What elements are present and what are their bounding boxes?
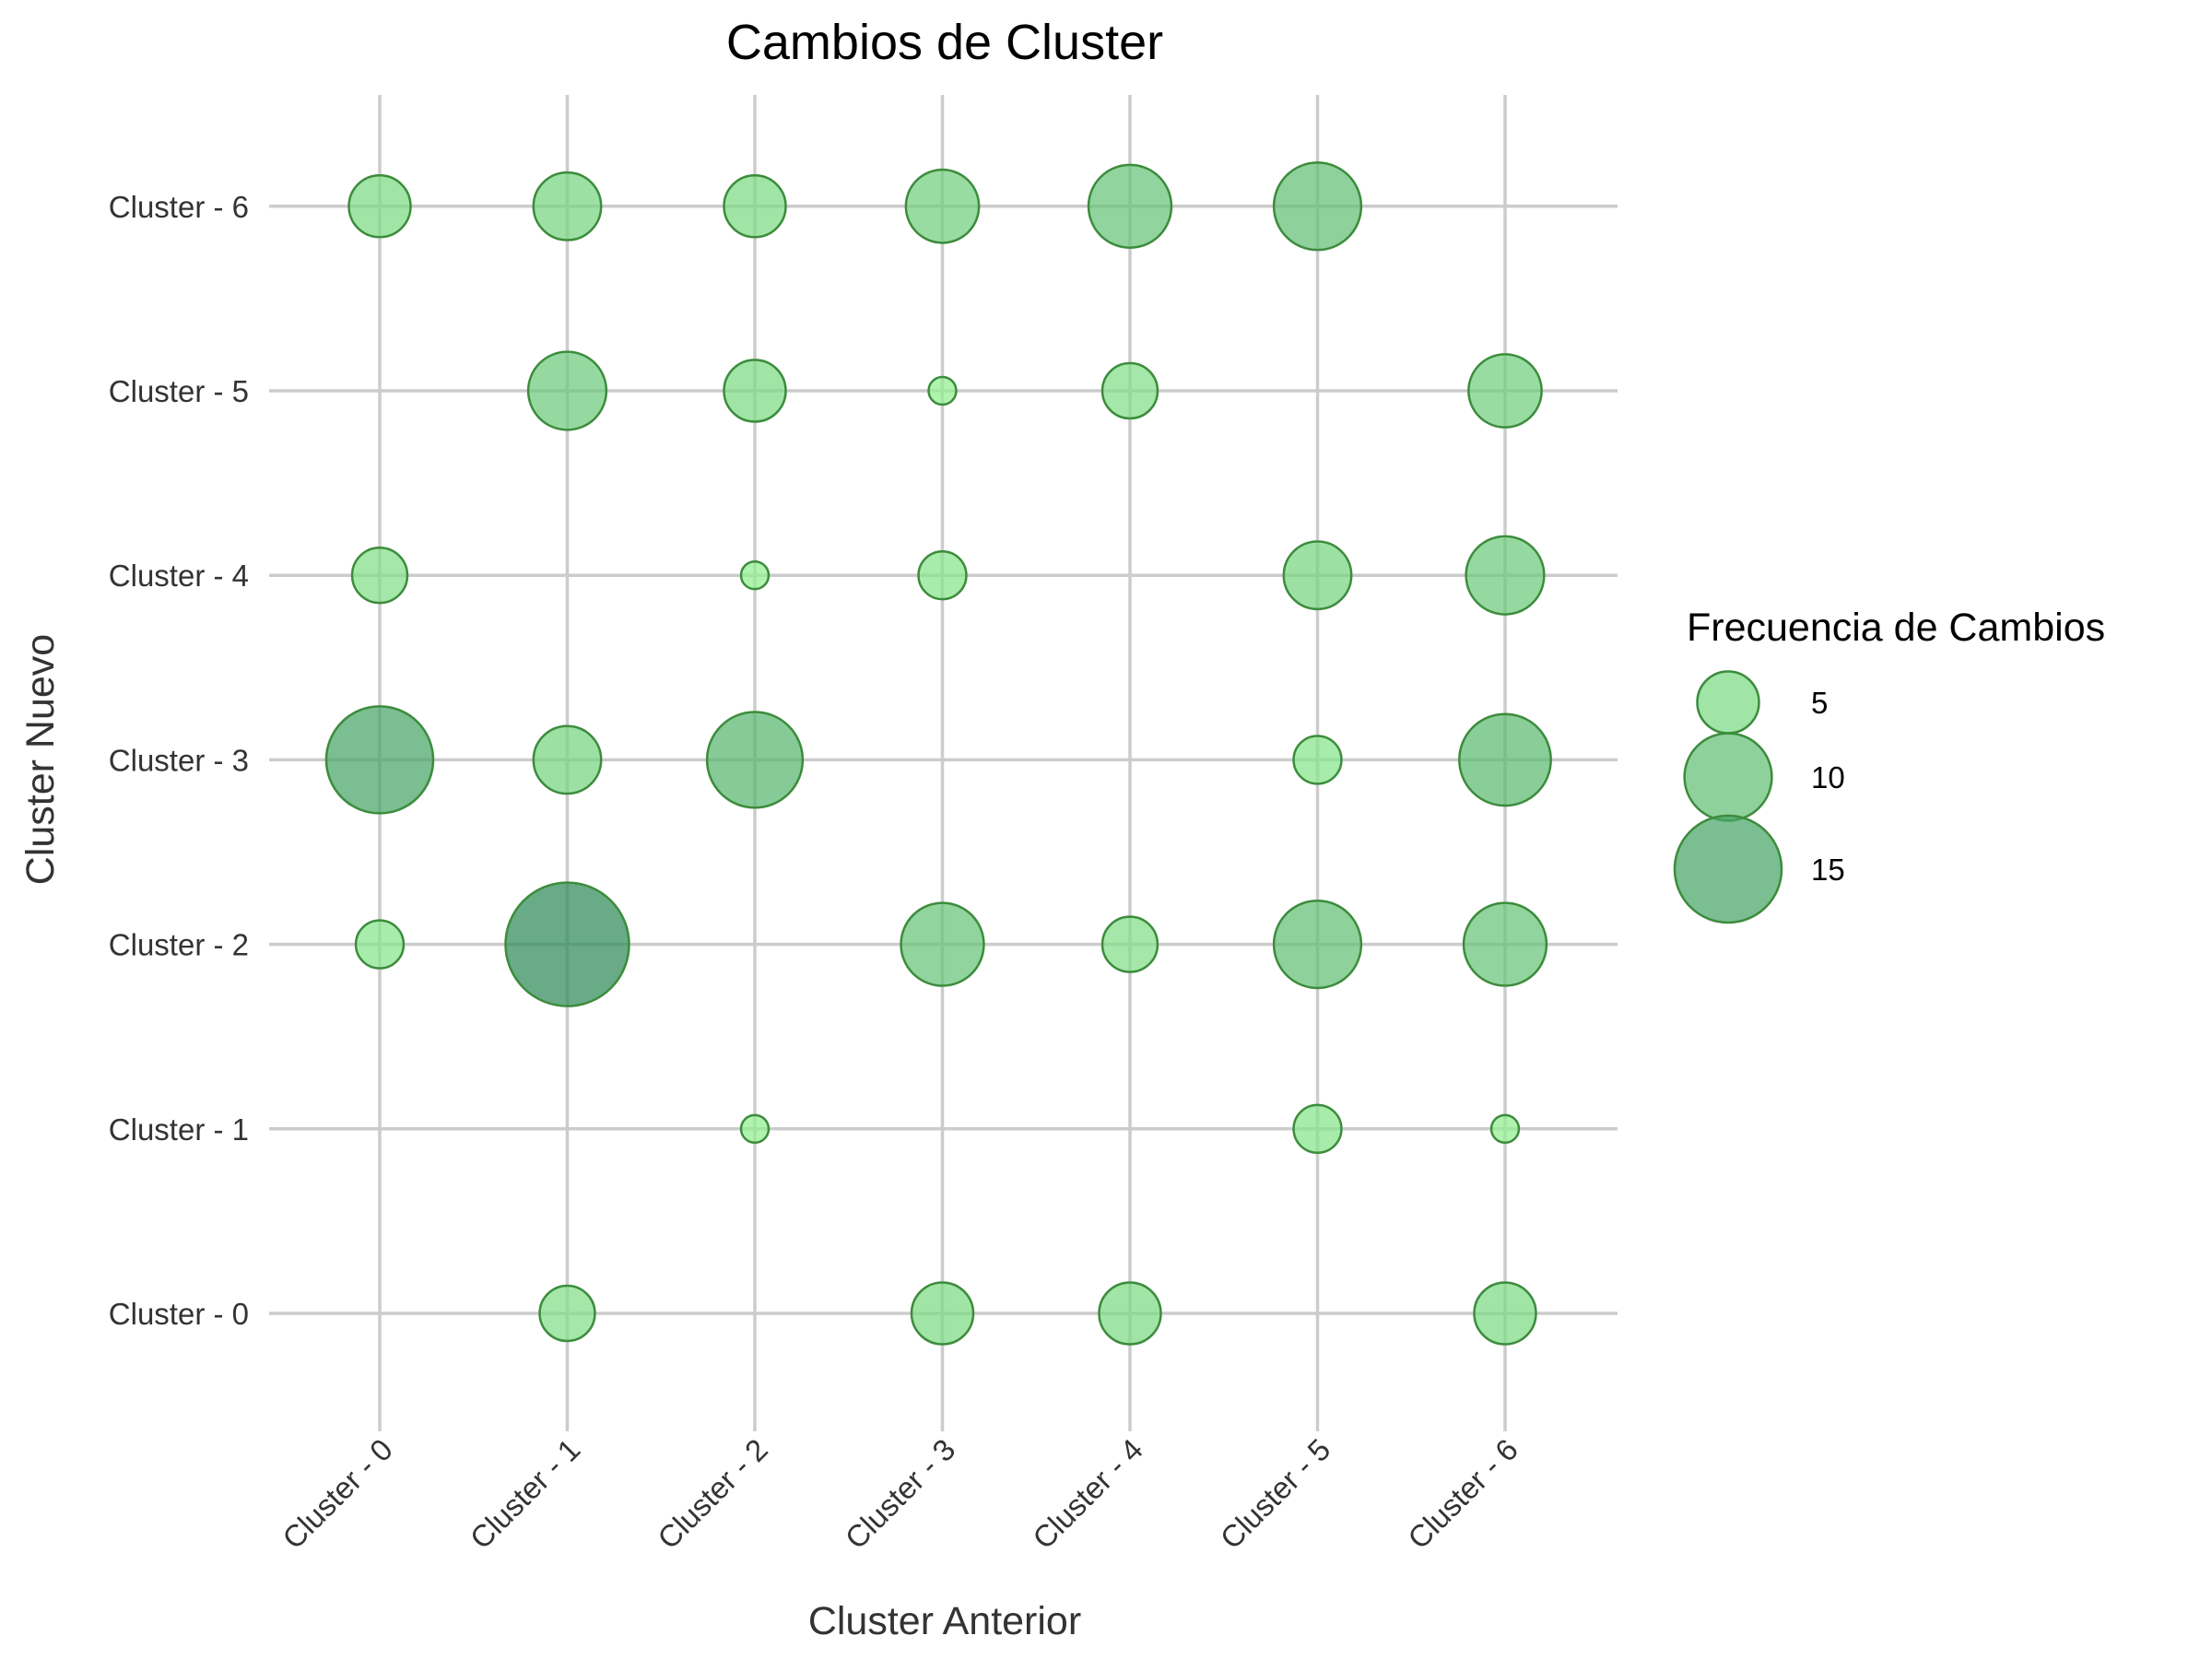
y-tick-label: Cluster - 0 <box>109 1297 249 1331</box>
bubble-point <box>705 711 805 809</box>
size-legend: Frecuencia de Cambios 5 10 15 <box>1673 606 2105 924</box>
bubble-point <box>526 350 608 431</box>
legend-key-bubble <box>1696 670 1760 735</box>
x-tick-label: Cluster - 2 <box>651 1432 774 1556</box>
legend-keys: 5 10 15 <box>1673 670 1845 924</box>
bubbles <box>324 161 1552 1346</box>
x-tick-label: Cluster - 6 <box>1401 1432 1524 1556</box>
bubble-point <box>1100 361 1159 420</box>
y-tick-label: Cluster - 1 <box>109 1112 249 1147</box>
bubble-point <box>1282 540 1353 611</box>
bubble-point <box>1462 901 1548 987</box>
y-tick-label: Cluster - 6 <box>109 190 249 224</box>
bubble-point <box>1098 1281 1162 1346</box>
bubble-point <box>904 168 981 244</box>
legend-key-label: 5 <box>1811 686 1828 720</box>
bubble-point <box>1087 163 1173 249</box>
bubble-point <box>350 546 409 605</box>
bubble-point <box>723 174 787 239</box>
x-tick-label: Cluster - 3 <box>839 1432 962 1556</box>
x-tick-label: Cluster - 0 <box>276 1432 399 1556</box>
bubble-point <box>1100 915 1159 973</box>
y-tick-label: Cluster - 2 <box>109 928 249 962</box>
bubble-point <box>354 919 406 970</box>
y-tick-label: Cluster - 3 <box>109 743 249 777</box>
bubble-point <box>532 724 603 795</box>
bubble-point <box>1473 1281 1537 1346</box>
bubble-point <box>1465 535 1546 616</box>
bubble-point <box>723 359 787 423</box>
bubble-point <box>927 375 958 406</box>
legend-key-bubble <box>1683 732 1773 822</box>
legend-key-label: 15 <box>1811 853 1845 887</box>
x-axis-title: Cluster Anterior <box>808 1599 1081 1643</box>
x-tick-label: Cluster - 1 <box>464 1432 587 1556</box>
legend-key-bubble <box>1673 814 1783 924</box>
bubble-point <box>739 559 771 591</box>
x-tick-label: Cluster - 4 <box>1026 1432 1149 1556</box>
bubble-point <box>504 881 630 1007</box>
legend-key-label: 10 <box>1811 760 1845 794</box>
bubble-point <box>910 1281 975 1346</box>
x-tick-label: Cluster - 5 <box>1214 1432 1337 1556</box>
y-tick-label: Cluster - 4 <box>109 559 249 593</box>
bubble-point <box>1292 1103 1343 1154</box>
bubble-point <box>1272 899 1363 990</box>
bubble-point <box>532 171 603 241</box>
bubble-point <box>739 1113 771 1145</box>
bubble-point <box>1489 1113 1521 1145</box>
y-axis-title: Cluster Nuevo <box>18 634 63 885</box>
bubble-point <box>347 174 412 239</box>
y-tick-labels: Cluster - 0 Cluster - 1 Cluster - 2 Cluster… <box>109 190 249 1331</box>
bubble-point <box>1458 712 1552 807</box>
bubble-point <box>1292 735 1343 785</box>
bubble-point <box>917 550 968 601</box>
bubble-point <box>1272 161 1363 252</box>
x-tick-labels: Cluster - 0 Cluster - 1 Cluster - 2 Cluster… <box>276 1432 1524 1556</box>
bubble-point <box>900 901 985 987</box>
bubble-point <box>1467 353 1543 429</box>
chart-title: Cambios de Cluster <box>726 15 1163 70</box>
bubble-point <box>538 1284 596 1343</box>
bubble-point <box>324 705 435 815</box>
grid-lines <box>269 95 1618 1431</box>
y-tick-label: Cluster - 5 <box>109 374 249 408</box>
legend-title: Frecuencia de Cambios <box>1687 606 2105 650</box>
